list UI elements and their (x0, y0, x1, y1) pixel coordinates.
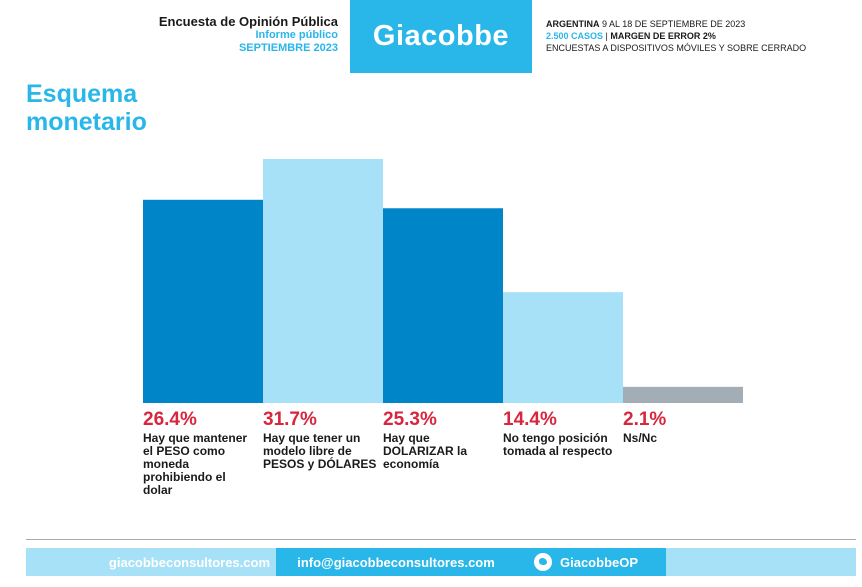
value-label-5: 2.1% (623, 409, 667, 430)
field-info-line: ARGENTINA 9 AL 18 DE SEPTIEMBRE DE 2023 (546, 18, 806, 30)
header-methodology: ARGENTINA 9 AL 18 DE SEPTIEMBRE DE 2023 … (546, 18, 806, 54)
brand-name: Giacobbe (372, 20, 510, 52)
footer-tail-bar (666, 548, 856, 576)
country: ARGENTINA (546, 19, 600, 29)
footer-divider (26, 539, 856, 540)
margin-of-error: MARGEN DE ERROR 2% (610, 31, 716, 41)
category-label-1: Hay que mantener el PESO como moneda pro… (143, 431, 248, 497)
bar-1 (143, 199, 263, 403)
sample-line: 2.500 CASOS | MARGEN DE ERROR 2% (546, 31, 716, 41)
value-label-4: 14.4% (503, 409, 557, 430)
category-label-4: No tengo posición tomada al respecto (503, 431, 613, 458)
footer-twitter[interactable]: GiacobbeOP (516, 548, 666, 576)
survey-title: Encuesta de Opinión Pública (158, 14, 338, 29)
value-label-3: 25.3% (383, 409, 437, 430)
method: ENCUESTAS A DISPOSITIVOS MÓVILES Y SOBRE… (546, 43, 807, 53)
footer-email[interactable]: info@giacobbeconsultores.com (276, 548, 516, 576)
brand-logo: Giacobbe (350, 0, 532, 73)
bar-2 (263, 159, 383, 403)
category-label-5: Ns/Nc (623, 431, 658, 445)
bar-chart (143, 159, 743, 403)
value-label-1: 26.4% (143, 409, 197, 430)
footer-website[interactable]: giacobbeconsultores.com (26, 548, 276, 576)
website-link[interactable]: giacobbeconsultores.com (108, 554, 270, 570)
header-survey-info: Encuesta de Opinión Pública Informe públ… (159, 14, 338, 55)
category-label-2: Hay que tener un modelo libre de PESOS y… (263, 431, 377, 471)
field-dates: 9 AL 18 DE SEPTIEMBRE DE 2023 (602, 19, 746, 29)
twitter-handle[interactable]: GiacobbeOP (560, 554, 639, 570)
cases: 2.500 CASOS (546, 31, 604, 41)
bar-5 (623, 386, 743, 403)
email-link[interactable]: info@giacobbeconsultores.com (297, 554, 495, 570)
report-date: SEPTIEMBRE 2023 (238, 42, 338, 54)
chart-title: Esquema monetario (26, 80, 147, 136)
report-type: Informe público (255, 29, 339, 41)
bar-3 (383, 208, 503, 403)
bar-4 (503, 292, 623, 403)
value-label-2: 31.7% (263, 409, 317, 430)
twitter-icon (534, 553, 552, 571)
category-label-3: Hay que DOLARIZAR la economía (383, 431, 467, 471)
